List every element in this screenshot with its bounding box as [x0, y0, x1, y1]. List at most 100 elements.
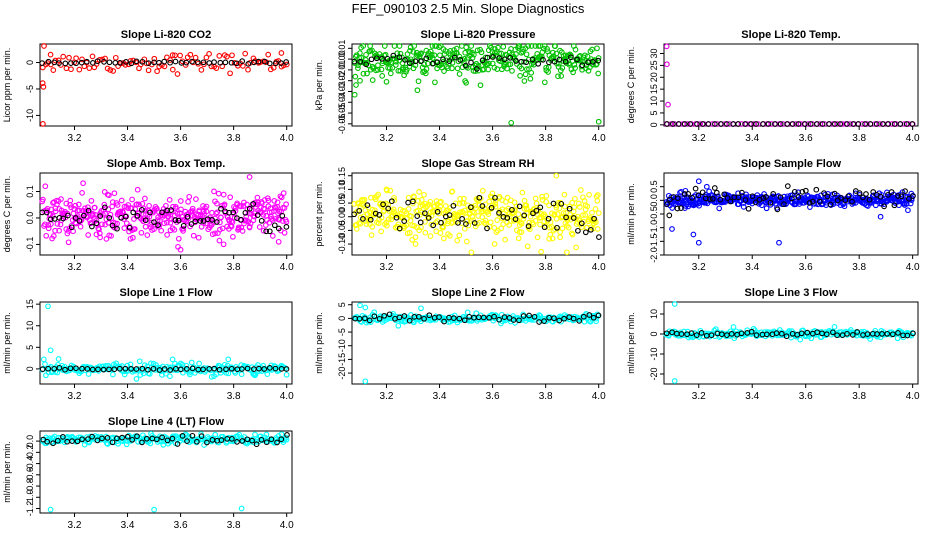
data-point [407, 44, 414, 51]
data-point [111, 190, 118, 197]
y-tick-label: 0.1 [25, 185, 35, 198]
data-point [595, 312, 602, 319]
data-point [220, 191, 227, 198]
data-point [361, 202, 367, 208]
data-point [489, 194, 495, 201]
panel-title: Slope Line 1 Flow [120, 287, 213, 299]
data-point [596, 234, 602, 240]
data-point [849, 198, 855, 205]
panel-7: Slope Line 1 Flow 3.2 3.4 3.6 3.8 4.0 0 5 10 15 ml… [2, 287, 294, 402]
data-point [124, 433, 131, 440]
panel-title: Slope Li-820 CO2 [121, 29, 211, 41]
data-point [254, 194, 261, 201]
data-point [541, 318, 547, 324]
data-point [393, 214, 400, 221]
data-point [402, 57, 408, 63]
data-point [192, 54, 199, 61]
y-tick-label: -0.6 [25, 467, 35, 483]
data-point [107, 211, 114, 218]
data-point [492, 201, 499, 207]
data-point [695, 239, 702, 246]
x-tick-label: 4.0 [592, 133, 606, 144]
data-point [376, 212, 383, 218]
data-point [278, 50, 285, 56]
series-selected [664, 183, 916, 219]
data-point [423, 55, 430, 62]
data-point [517, 219, 524, 226]
data-point [592, 206, 599, 212]
data-point [905, 207, 911, 214]
plot-frame [351, 43, 605, 127]
data-point [100, 366, 107, 373]
data-point [63, 65, 70, 72]
data-point [187, 51, 194, 58]
data-point [206, 51, 212, 57]
data-point [551, 58, 558, 65]
data-point [781, 201, 787, 207]
data-point [778, 330, 785, 337]
x-tick-label: 4.0 [906, 133, 920, 144]
data-point [401, 218, 408, 224]
data-point [445, 60, 452, 67]
data-point [62, 366, 68, 373]
data-point [131, 226, 138, 232]
data-point [272, 365, 279, 372]
data-point [513, 58, 519, 64]
data-point [172, 217, 179, 223]
y-tick-label: -0.2 [25, 445, 35, 461]
data-point [879, 121, 886, 127]
data-point [372, 207, 378, 214]
data-point [508, 119, 515, 126]
data-point [177, 198, 184, 204]
data-point [41, 43, 47, 49]
data-point [216, 366, 223, 373]
x-tick-label: 4.0 [592, 391, 606, 402]
data-point [855, 121, 862, 127]
data-point [117, 59, 123, 66]
data-point [753, 332, 760, 338]
data-point [437, 199, 443, 206]
x-tick-label: 3.2 [380, 133, 394, 144]
data-point [449, 65, 455, 72]
x-tick-label: 3.8 [852, 133, 866, 144]
data-point [798, 330, 805, 337]
data-point [224, 53, 230, 60]
data-point [543, 193, 550, 199]
data-point [229, 52, 235, 59]
data-point [353, 226, 360, 232]
data-point [139, 206, 145, 213]
data-point [595, 70, 602, 77]
data-point [528, 69, 535, 76]
data-point [58, 196, 64, 202]
data-point [430, 222, 437, 229]
y-tick-label: 0 [337, 316, 347, 321]
data-point [441, 318, 447, 325]
y-tick-label: -0.05 [337, 220, 347, 241]
data-point [68, 60, 74, 66]
series-all [351, 43, 602, 126]
data-point [371, 313, 378, 320]
data-point [270, 64, 277, 71]
data-point [830, 329, 836, 336]
data-point [103, 236, 110, 242]
y-tick-label: -15 [337, 353, 347, 366]
data-point [441, 68, 447, 74]
data-point [509, 68, 515, 74]
data-point [145, 366, 151, 373]
data-point [381, 43, 388, 49]
data-point [146, 202, 152, 209]
data-point [76, 207, 83, 214]
x-tick-label: 3.4 [121, 520, 135, 531]
data-point [254, 212, 261, 218]
x-tick-label: 3.4 [121, 133, 135, 144]
data-point [532, 218, 539, 224]
y-tick-label: -5 [25, 85, 35, 93]
data-point [238, 224, 245, 231]
data-point [572, 46, 579, 53]
x-tick-label: 3.8 [227, 262, 241, 273]
data-point [421, 61, 427, 68]
data-point [47, 506, 54, 513]
y-axis-label: Licor ppm per min. [2, 48, 12, 123]
y-axis-label: degrees C per min. [626, 47, 636, 124]
data-point [161, 366, 168, 372]
